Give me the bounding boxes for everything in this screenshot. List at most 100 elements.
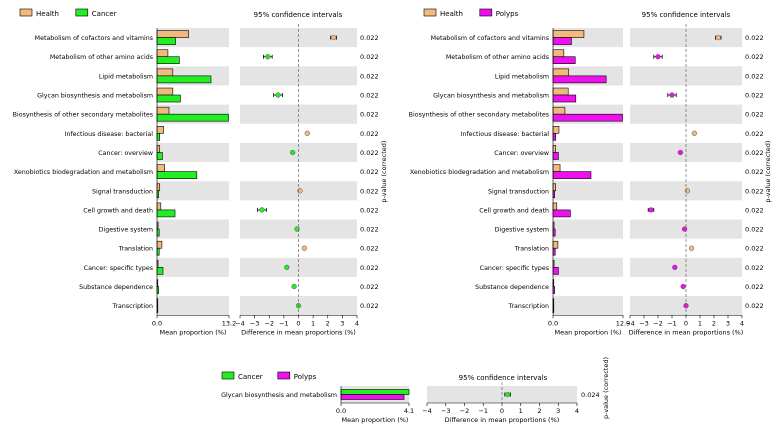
p-value: 0.022 bbox=[745, 245, 764, 253]
diff-tick-label: 0 bbox=[296, 319, 300, 327]
p-value: 0.022 bbox=[360, 53, 379, 61]
diff-tick-label: −3 bbox=[250, 319, 260, 327]
diff-tick-label: −1 bbox=[667, 319, 677, 327]
diff-row-shade bbox=[630, 142, 742, 163]
diff-point bbox=[680, 283, 686, 290]
bar-health bbox=[156, 202, 162, 211]
diff-tick-label: 2 bbox=[712, 319, 716, 327]
diff-point bbox=[677, 149, 684, 156]
row-label: Glycan biosynthesis and metabolism bbox=[221, 392, 337, 399]
row-label: Digestive system bbox=[99, 227, 153, 234]
row-label: Xenobiotics biodegradation and metabolis… bbox=[14, 169, 153, 176]
row-label: Metabolism of cofactors and vitamins bbox=[35, 35, 153, 42]
bar-polyps bbox=[552, 94, 577, 103]
row-label: Glycan biosynthesis and metabolism bbox=[433, 93, 549, 100]
bar-cancer bbox=[156, 113, 229, 122]
row-label: Transcription bbox=[508, 303, 550, 310]
row-label: Infectious disease: bacterial bbox=[65, 131, 154, 138]
bar-polyps bbox=[552, 171, 592, 179]
diff-axis-title: Difference in mean proportions (%) bbox=[629, 328, 744, 336]
legend-swatch-polyps bbox=[479, 8, 493, 17]
legend-label-health: Health bbox=[36, 10, 59, 18]
p-value: 0.022 bbox=[360, 149, 379, 157]
bar-row-shade bbox=[553, 181, 623, 201]
bar-polyps bbox=[552, 247, 556, 256]
diff-tick-label: 4 bbox=[740, 319, 744, 327]
diff-point bbox=[669, 92, 675, 98]
legend-swatch-health bbox=[423, 8, 437, 17]
p-value: 0.022 bbox=[360, 130, 379, 138]
p-value: 0.022 bbox=[360, 245, 379, 253]
bar-tick-label: 12.9 bbox=[616, 319, 630, 327]
diff-tick-label: 0 bbox=[500, 407, 504, 415]
diff-row-shade bbox=[630, 257, 742, 277]
diff-tick-label: 1 bbox=[519, 407, 523, 415]
bar-axis-title: Mean proportion (%) bbox=[342, 416, 409, 424]
diff-point bbox=[290, 149, 296, 156]
diff-tick-label: −1 bbox=[279, 319, 289, 327]
bar-health bbox=[156, 87, 174, 96]
bar-axis-title: Mean proportion (%) bbox=[555, 328, 622, 336]
diff-tick-label: −2 bbox=[460, 407, 470, 415]
bar-tick-label: 0.0 bbox=[152, 319, 162, 327]
diff-axis-title: Difference in mean proportions (%) bbox=[241, 328, 356, 336]
row-label: Metabolism of other amino acids bbox=[50, 54, 153, 61]
p-value: 0.022 bbox=[745, 72, 764, 80]
diff-tick-label: −2 bbox=[264, 319, 274, 327]
bar-row-shade bbox=[553, 296, 623, 316]
bar-health bbox=[552, 240, 559, 249]
row-label: Biosynthesis of other secondary metaboli… bbox=[13, 112, 153, 119]
bar-polyps bbox=[552, 209, 571, 218]
diff-tick-label: −3 bbox=[639, 319, 649, 327]
diff-tick-label: 3 bbox=[556, 407, 560, 415]
row-label: Substance dependence bbox=[79, 284, 153, 291]
row-label: Biosynthesis of other secondary metaboli… bbox=[409, 112, 549, 119]
bar-cancer bbox=[340, 389, 410, 395]
bar-cancer bbox=[156, 171, 198, 179]
p-value: 0.022 bbox=[745, 53, 764, 61]
p-value: 0.022 bbox=[745, 92, 764, 100]
diff-tick-label: −3 bbox=[441, 407, 451, 415]
row-label: Lipid metabolism bbox=[495, 73, 549, 80]
chart-cancer-vs-polyps: Cancer Polyps 95% confidence intervals Glyc… bbox=[221, 357, 610, 424]
diff-row-shade bbox=[240, 28, 357, 48]
diff-tick-label: −2 bbox=[653, 319, 663, 327]
bar-axis-title: Mean proportion (%) bbox=[160, 328, 227, 336]
p-value: 0.022 bbox=[745, 264, 764, 272]
row-label: Lipid metabolism bbox=[99, 73, 153, 80]
diff-point bbox=[265, 54, 271, 60]
p-value: 0.022 bbox=[745, 302, 764, 310]
bar-health bbox=[552, 30, 585, 38]
diff-axis-title: Difference in mean proportions (%) bbox=[445, 416, 560, 424]
bar-health bbox=[156, 183, 161, 192]
diff-tick-label: 2 bbox=[326, 319, 330, 327]
legend-label-polyps: Polyps bbox=[496, 10, 519, 18]
bar-health bbox=[552, 106, 566, 115]
bar-health bbox=[552, 87, 569, 96]
p-value: 0.022 bbox=[360, 92, 379, 100]
p-value: 0.022 bbox=[745, 34, 764, 42]
row-label: Transcription bbox=[112, 303, 154, 310]
p-value-title: p-value (corrected) bbox=[380, 141, 388, 203]
row-label: Translation bbox=[118, 246, 153, 253]
bar-polyps bbox=[552, 133, 557, 141]
diff-point bbox=[330, 34, 337, 41]
bar-polyps bbox=[552, 56, 576, 65]
bar-row-shade bbox=[553, 142, 623, 163]
diff-row-shade bbox=[630, 28, 742, 48]
legend-swatch-cancer bbox=[75, 8, 89, 17]
diff-point bbox=[259, 207, 265, 213]
bar-health bbox=[552, 145, 557, 153]
p-value: 0.022 bbox=[745, 206, 764, 214]
diff-tick-label: −4 bbox=[422, 407, 432, 415]
p-value: 0.022 bbox=[360, 206, 379, 214]
p-value: 0.022 bbox=[360, 72, 379, 80]
p-value: 0.022 bbox=[745, 226, 764, 234]
p-value: 0.022 bbox=[360, 264, 379, 272]
diff-point bbox=[648, 207, 654, 213]
bar-health bbox=[156, 145, 161, 153]
bar-health bbox=[156, 240, 163, 249]
diff-tick-label: 0 bbox=[684, 319, 688, 327]
diff-point bbox=[691, 130, 698, 136]
